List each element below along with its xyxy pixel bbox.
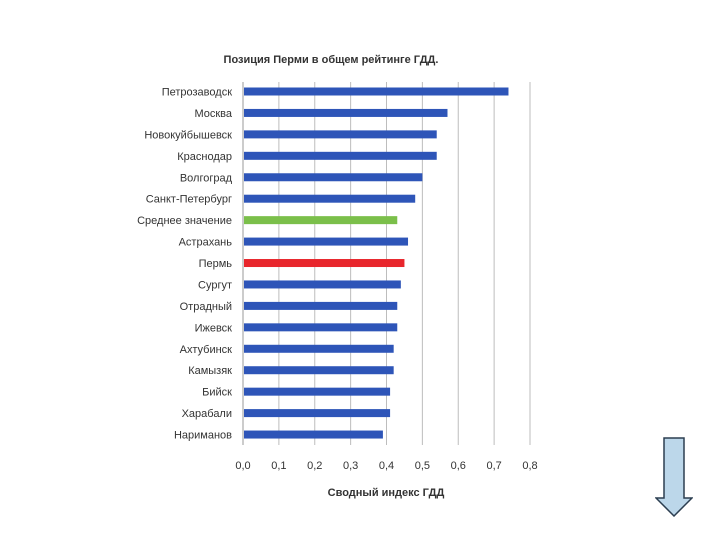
category-label: Камызяк (188, 365, 232, 377)
bar (244, 151, 437, 160)
x-tick-label: 0,7 (486, 460, 501, 472)
down-arrow-button[interactable] (654, 437, 694, 518)
bar (244, 237, 409, 246)
x-tick-labels: 0,0 0,1 0,2 0,3 0,4 0,5 0,6 0,7 0,8 (235, 460, 537, 472)
category-label: Санкт-Петербург (146, 194, 232, 206)
category-label: Волгоград (180, 172, 233, 184)
bar (244, 409, 391, 418)
category-label: Бийск (202, 387, 232, 399)
category-label: Петрозаводск (162, 87, 232, 99)
category-labels: Петрозаводск Москва Новокуйбышевск Краснода… (137, 87, 233, 442)
bar (244, 430, 383, 439)
x-tick-label: 0,2 (307, 460, 322, 472)
category-label: Нариманов (174, 430, 232, 442)
bar (244, 387, 391, 396)
bar (244, 323, 398, 332)
x-tick-label: 0,8 (522, 460, 537, 472)
bar (244, 130, 437, 139)
category-label: Отрадный (180, 301, 232, 313)
bar (244, 344, 394, 353)
category-label: Новокуйбышевск (144, 129, 232, 141)
category-label: Ахтубинск (180, 344, 233, 356)
bar (244, 87, 509, 96)
category-label: Москва (194, 108, 232, 120)
category-label: Астрахань (179, 237, 233, 249)
x-tick-label: 0,0 (235, 460, 250, 472)
bar (244, 194, 416, 203)
x-tick-label: 0,3 (343, 460, 358, 472)
category-label: Пермь (199, 258, 233, 270)
x-tick-label: 0,6 (451, 460, 466, 472)
down-arrow-icon (654, 437, 694, 518)
bar (244, 259, 405, 268)
bar (244, 280, 401, 289)
bar (244, 173, 423, 182)
x-axis-label: Сводный индекс ГДД (328, 487, 445, 499)
x-tick-label: 0,1 (271, 460, 286, 472)
category-label: Сургут (198, 279, 232, 291)
bar (244, 301, 398, 310)
bars (244, 87, 509, 439)
bar (244, 366, 394, 375)
category-label: Ижевск (195, 322, 233, 334)
chart-title: Позиция Перми в общем рейтинге ГДД. (224, 54, 439, 66)
bar (244, 216, 398, 225)
bar (244, 108, 448, 117)
category-label: Среднее значение (137, 215, 232, 227)
category-label: Харабали (182, 408, 232, 420)
x-tick-label: 0,5 (415, 460, 430, 472)
category-label: Краснодар (177, 151, 232, 163)
x-tick-label: 0,4 (379, 460, 394, 472)
